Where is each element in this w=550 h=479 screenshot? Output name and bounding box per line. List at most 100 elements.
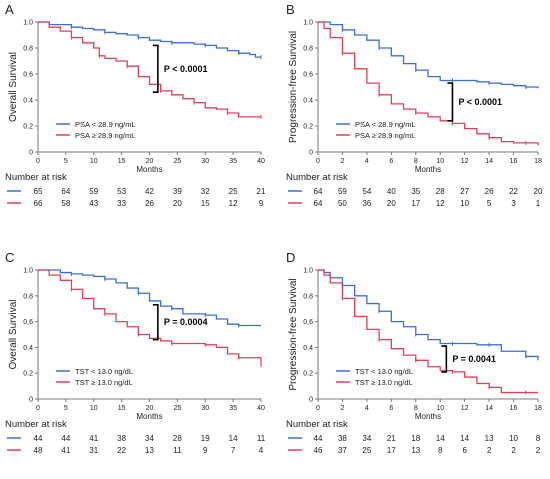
risk-count: 4 (259, 446, 264, 455)
risk-count: 64 (314, 187, 323, 196)
risk-table-title: Number at risk (5, 419, 67, 430)
p-value-annotation: P < 0.0001 (458, 97, 502, 107)
significance-bracket (447, 82, 454, 122)
x-axis-title: Months (136, 412, 162, 421)
panel-label: D (286, 250, 295, 265)
risk-count: 37 (338, 446, 347, 455)
risk-count: 40 (387, 187, 396, 196)
y-tick-label: 0.6 (23, 72, 33, 79)
risk-count: 44 (34, 434, 43, 443)
risk-count: 15 (201, 199, 210, 208)
risk-count: 34 (145, 434, 154, 443)
x-tick-label: 25 (173, 158, 181, 165)
risk-count: 8 (438, 446, 443, 455)
risk-count: 14 (229, 434, 238, 443)
risk-count: 13 (485, 434, 494, 443)
y-tick-label: 0.4 (23, 345, 33, 352)
y-tick-label: 0.2 (23, 371, 33, 378)
x-tick-label: 6 (389, 158, 393, 165)
y-tick-label: 1.0 (23, 20, 33, 27)
legend-label: TST ≥ 13.0 ng/dL (355, 378, 413, 387)
y-tick-label: 0.4 (303, 345, 313, 352)
risk-count: 28 (436, 187, 445, 196)
risk-count: 13 (411, 446, 420, 455)
y-tick-label: 0 (29, 397, 33, 404)
risk-count: 43 (89, 199, 98, 208)
y-tick-label: 1.0 (303, 20, 313, 27)
risk-count: 20 (387, 199, 396, 208)
x-tick-label: 40 (257, 405, 265, 412)
risk-count: 22 (509, 187, 518, 196)
x-tick-label: 2 (340, 405, 344, 412)
x-tick-label: 4 (365, 158, 369, 165)
x-tick-label: 35 (229, 405, 237, 412)
risk-count: 34 (362, 434, 371, 443)
panel-label: A (5, 2, 14, 17)
risk-count: 59 (338, 187, 347, 196)
risk-count: 48 (34, 446, 43, 455)
risk-count: 17 (387, 446, 396, 455)
x-tick-label: 16 (510, 158, 518, 165)
risk-table-title: Number at risk (286, 172, 348, 183)
legend-label: PSA ≥ 28.9 ng/mL (75, 131, 135, 140)
x-tick-label: 30 (201, 405, 209, 412)
risk-count: 20 (534, 187, 543, 196)
risk-count: 6 (462, 446, 467, 455)
risk-count: 59 (89, 187, 98, 196)
p-value-annotation: P = 0.0004 (164, 317, 208, 327)
risk-count: 14 (460, 434, 469, 443)
y-axis-title: Overall Survival (8, 52, 19, 122)
risk-count: 39 (173, 187, 182, 196)
x-tick-label: 20 (146, 405, 154, 412)
chart-panel-b: B 0 0.2 0.4 0.6 0.8 1.0 0 2 4 6 8 10 12 14 16 18 Months Pr… (286, 2, 543, 208)
risk-table-title: Number at risk (5, 172, 67, 183)
risk-count: 66 (34, 199, 43, 208)
risk-count: 11 (257, 434, 266, 443)
survival-curve-blue (38, 269, 261, 327)
y-tick-label: 0.6 (23, 319, 33, 326)
risk-count: 50 (338, 199, 347, 208)
p-value-annotation: P = 0.0041 (452, 354, 496, 364)
risk-count: 64 (61, 187, 70, 196)
risk-count: 18 (411, 434, 420, 443)
risk-count: 20 (173, 199, 182, 208)
x-tick-label: 40 (257, 158, 265, 165)
legend-label: TST < 13.0 ng/dL (355, 367, 413, 376)
x-tick-label: 14 (485, 158, 493, 165)
risk-count: 5 (487, 199, 492, 208)
legend-label: PSA ≥ 28.9 ng/mL (355, 131, 415, 140)
risk-count: 9 (259, 199, 264, 208)
risk-count: 10 (509, 434, 518, 443)
risk-count: 14 (436, 434, 445, 443)
x-tick-label: 20 (146, 158, 154, 165)
x-tick-label: 15 (118, 405, 126, 412)
risk-count: 25 (362, 446, 371, 455)
x-tick-label: 25 (173, 405, 181, 412)
x-tick-label: 35 (229, 158, 237, 165)
survival-curve-red (318, 21, 539, 146)
chart-panel-a: A 0 0.2 0.4 0.6 0.8 1.0 0 5 10 15 20 25 30 35 40 Months O… (5, 2, 266, 208)
risk-count: 54 (362, 187, 371, 196)
y-tick-label: 0.2 (303, 124, 313, 131)
risk-count: 41 (61, 446, 70, 455)
x-tick-label: 5 (64, 405, 68, 412)
legend-label: TST ≥ 13.0 ng/dL (75, 378, 133, 387)
risk-count: 31 (89, 446, 98, 455)
panel-label: C (5, 250, 14, 265)
risk-count: 26 (485, 187, 494, 196)
x-tick-label: 8 (414, 158, 418, 165)
y-tick-label: 1.0 (303, 268, 313, 275)
risk-count: 10 (460, 199, 469, 208)
x-tick-label: 4 (365, 405, 369, 412)
y-tick-label: 0.2 (303, 371, 313, 378)
x-tick-label: 6 (389, 405, 393, 412)
risk-count: 22 (117, 446, 126, 455)
x-tick-label: 10 (436, 158, 444, 165)
risk-count: 53 (117, 187, 126, 196)
risk-count: 35 (411, 187, 420, 196)
risk-count: 32 (201, 187, 210, 196)
x-tick-label: 0 (36, 405, 40, 412)
risk-count: 65 (34, 187, 43, 196)
chart-panel-c: C 0 0.2 0.4 0.6 0.8 1.0 0 5 10 15 20 25 30 35 40 Months O… (5, 250, 266, 455)
